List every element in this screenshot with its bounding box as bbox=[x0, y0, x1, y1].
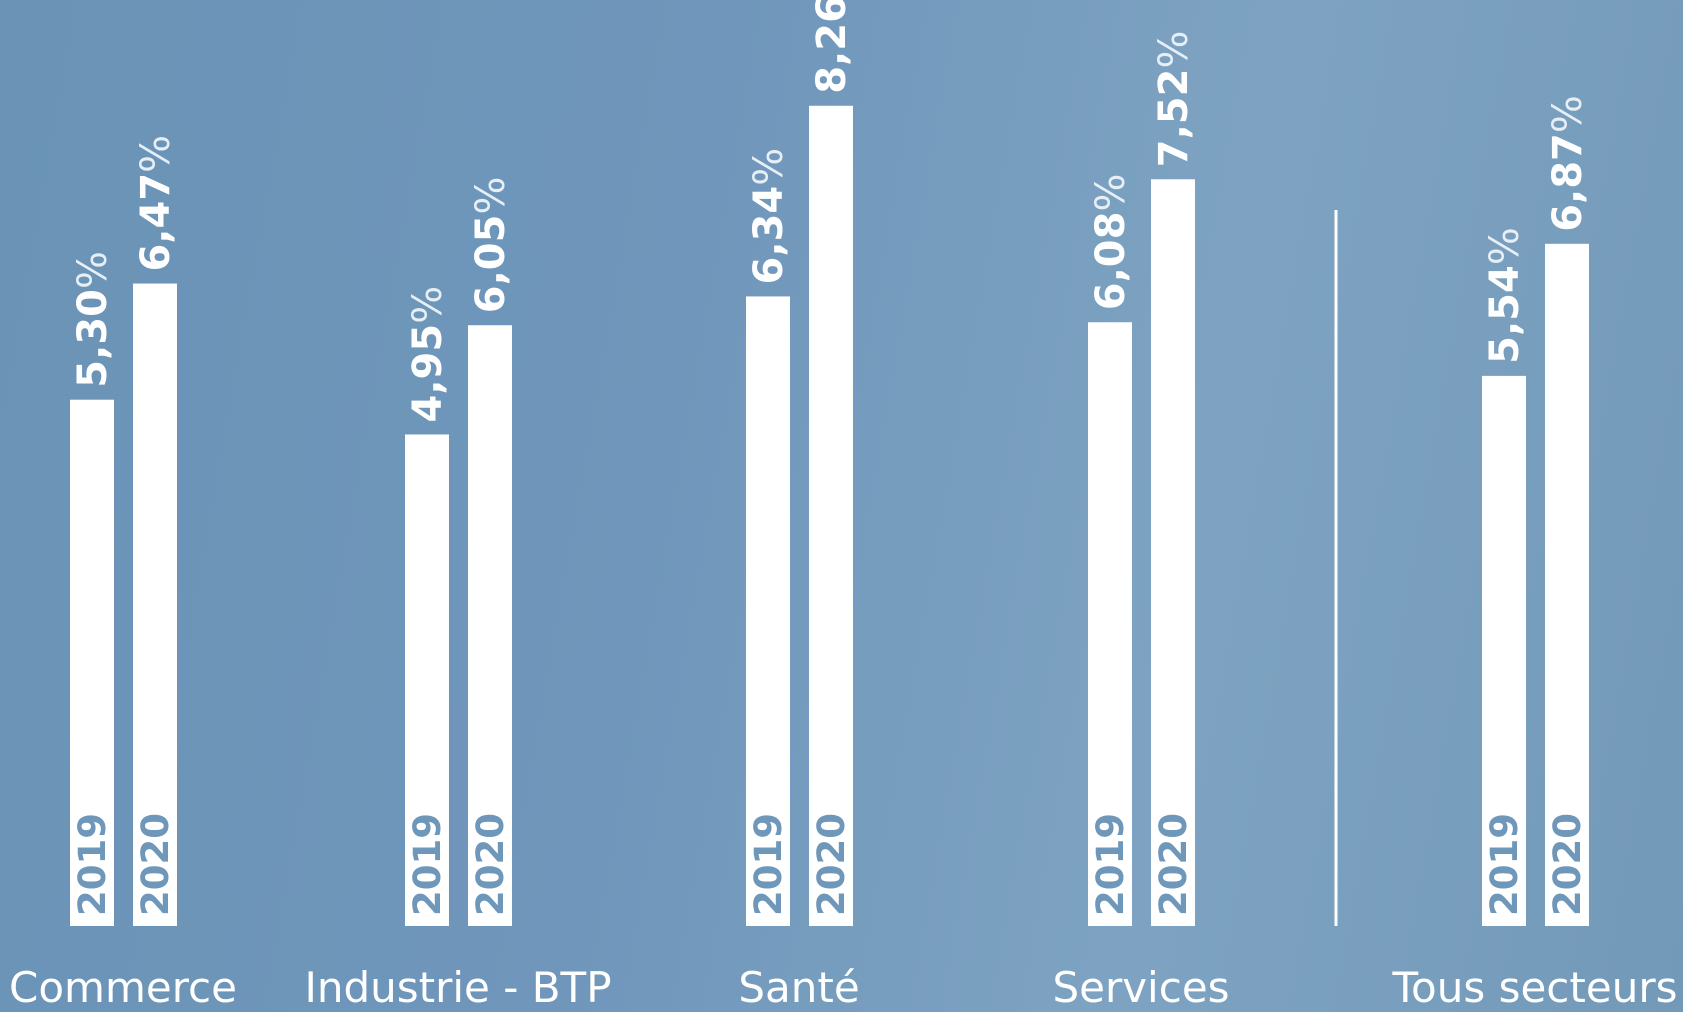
bar-tous-secteurs-2020 bbox=[1545, 243, 1589, 926]
bar-year-label: 2019 bbox=[406, 813, 449, 916]
data-label-value: 7,52 bbox=[1151, 69, 1197, 168]
data-label: 6,47% bbox=[133, 135, 179, 272]
bar-year-label: 2019 bbox=[1089, 813, 1132, 916]
data-label-unit: % bbox=[1545, 95, 1591, 133]
category-label: Santé bbox=[738, 963, 859, 1012]
category-label: Commerce bbox=[9, 963, 237, 1012]
bar-industrie-btp-2019 bbox=[405, 434, 449, 926]
bar-year-label: 2019 bbox=[1483, 813, 1526, 916]
data-label: 4,95% bbox=[405, 286, 451, 423]
data-label-unit: % bbox=[746, 148, 792, 186]
bar-sant--2019 bbox=[746, 296, 790, 926]
data-label-value: 4,95 bbox=[405, 324, 451, 423]
data-label-unit: % bbox=[468, 177, 514, 215]
bar-year-label: 2019 bbox=[71, 813, 114, 916]
bar-year-label: 2019 bbox=[747, 813, 790, 916]
data-label: 7,52% bbox=[1151, 31, 1197, 168]
bar-services-2020 bbox=[1151, 179, 1195, 926]
data-label-unit: % bbox=[1482, 227, 1528, 265]
data-label: 6,87% bbox=[1545, 95, 1591, 232]
bar-commerce-2020 bbox=[133, 283, 177, 926]
data-label-unit: % bbox=[1151, 31, 1197, 69]
data-label-value: 6,08 bbox=[1088, 212, 1134, 311]
data-label-unit: % bbox=[405, 286, 451, 324]
data-label: 6,34% bbox=[746, 148, 792, 285]
data-label: 8,26% bbox=[809, 0, 855, 94]
data-label: 6,08% bbox=[1088, 174, 1134, 311]
bar-industrie-btp-2020 bbox=[468, 325, 512, 926]
data-label: 5,54% bbox=[1482, 227, 1528, 364]
bar-year-label: 2020 bbox=[810, 813, 853, 916]
bar-year-label: 2020 bbox=[134, 813, 177, 916]
data-label-value: 6,05 bbox=[468, 215, 514, 314]
bar-tous-secteurs-2019 bbox=[1482, 375, 1526, 926]
bar-sant--2020 bbox=[809, 105, 853, 927]
data-label-value: 5,54 bbox=[1482, 265, 1528, 364]
data-label-unit: % bbox=[1088, 174, 1134, 212]
data-label-value: 6,34 bbox=[746, 186, 792, 285]
data-label-value: 6,47 bbox=[133, 173, 179, 272]
bar-year-label: 2020 bbox=[469, 813, 512, 916]
data-label-value: 5,30 bbox=[70, 289, 116, 388]
bar-year-label: 2020 bbox=[1546, 813, 1589, 916]
bar-commerce-2019 bbox=[70, 399, 114, 927]
data-label: 5,30% bbox=[70, 251, 116, 388]
data-label-unit: % bbox=[70, 251, 116, 289]
data-label-unit: % bbox=[133, 135, 179, 173]
data-label: 6,05% bbox=[468, 177, 514, 314]
category-label: Services bbox=[1052, 963, 1229, 1012]
data-label-value: 8,26 bbox=[809, 0, 855, 94]
bar-year-label: 2020 bbox=[1152, 813, 1195, 916]
category-label: Tous secteurs bbox=[1392, 963, 1678, 1012]
category-label: Industrie - BTP bbox=[304, 963, 611, 1012]
data-label-value: 6,87 bbox=[1545, 133, 1591, 232]
bar-services-2019 bbox=[1088, 322, 1132, 927]
